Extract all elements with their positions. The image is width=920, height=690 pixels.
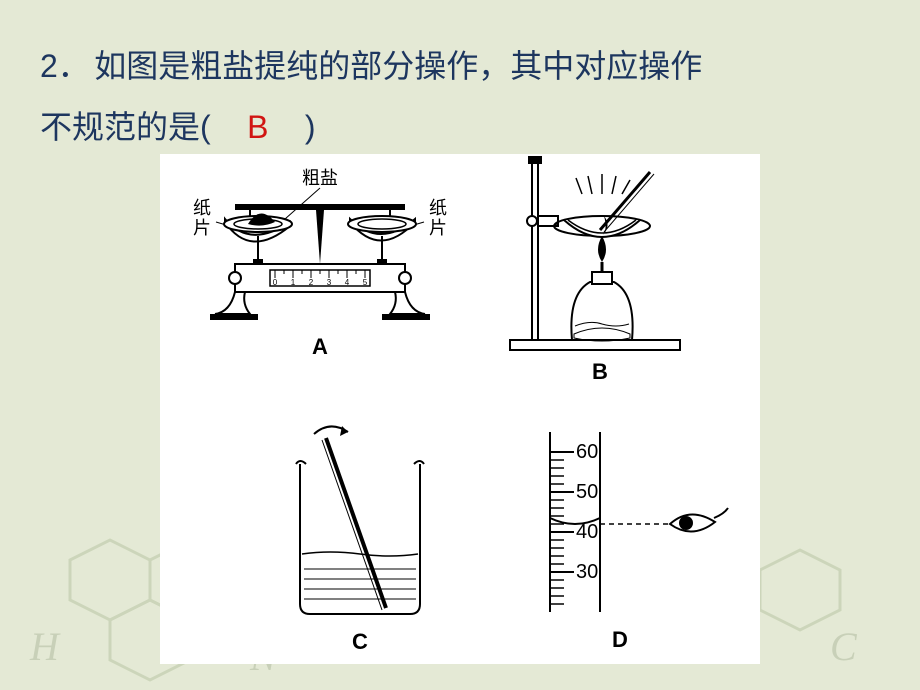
- panel-a-left-label-2: 片: [193, 218, 211, 238]
- svg-text:2: 2: [309, 278, 314, 287]
- svg-text:4: 4: [345, 278, 350, 287]
- svg-text:3: 3: [327, 278, 332, 287]
- question-stem-2a: 不规范的是(: [40, 109, 243, 145]
- question-number: 2．: [40, 48, 90, 84]
- svg-text:0: 0: [273, 278, 278, 287]
- svg-text:C: C: [830, 624, 858, 669]
- panel-a: 粗盐 纸 片 纸 片: [193, 168, 447, 359]
- panel-c-label: C: [352, 629, 368, 654]
- panel-d-tick-60: 60: [576, 441, 598, 463]
- panel-a-top-label: 粗盐: [302, 168, 338, 188]
- question-stem-1: 如图是粗盐提纯的部分操作，其中对应操作: [94, 48, 702, 84]
- svg-text:1: 1: [291, 278, 296, 287]
- question-stem-2b: ): [273, 109, 316, 145]
- figure-container: 粗盐 纸 片 纸 片: [160, 154, 760, 664]
- panel-a-right-label-1: 纸: [429, 198, 447, 218]
- panel-b-label: B: [592, 359, 608, 384]
- panel-d: 60 50 40 30 D: [550, 432, 728, 652]
- panel-d-label: D: [612, 627, 628, 652]
- svg-text:H: H: [29, 624, 61, 669]
- panel-a-right-label-2: 片: [429, 218, 447, 238]
- panel-d-tick-30: 30: [576, 561, 598, 583]
- panel-d-tick-50: 50: [576, 481, 598, 503]
- answer-letter: B: [247, 109, 268, 145]
- svg-text:5: 5: [363, 278, 368, 287]
- panel-c: C: [296, 426, 424, 654]
- panel-a-label: A: [312, 334, 328, 359]
- panel-a-left-label-1: 纸: [193, 198, 211, 218]
- panel-b: B: [510, 156, 680, 384]
- question-block: 2． 如图是粗盐提纯的部分操作，其中对应操作 不规范的是( B ): [40, 36, 880, 158]
